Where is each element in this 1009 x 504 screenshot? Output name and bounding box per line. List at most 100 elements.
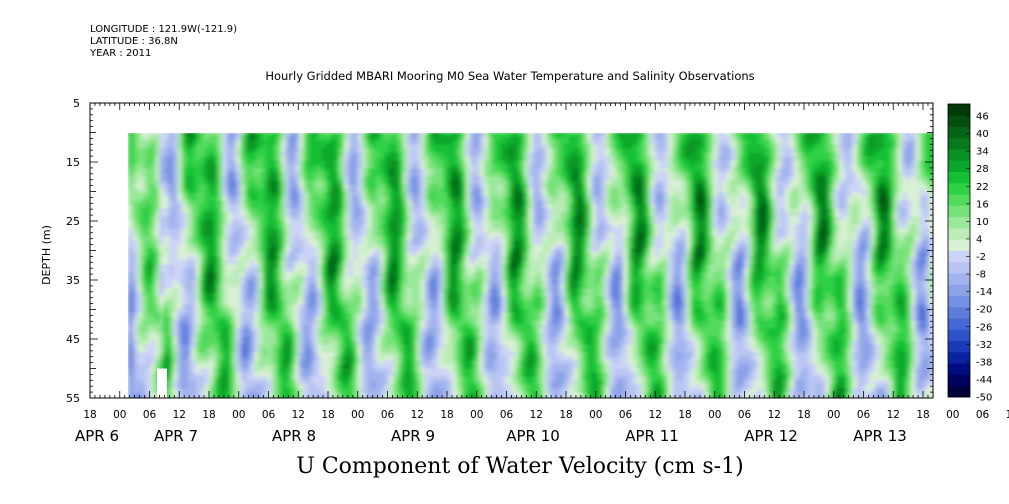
heatmap-cell <box>200 224 206 230</box>
heatmap-cell <box>812 192 818 198</box>
heatmap-cell <box>245 208 251 214</box>
heatmap-cell <box>888 148 894 154</box>
heatmap-cell <box>470 228 476 234</box>
heatmap-cell <box>767 184 773 190</box>
heatmap-cell <box>263 164 269 170</box>
heatmap-cell <box>794 220 800 226</box>
heatmap-cell <box>231 140 237 146</box>
heatmap-cell <box>456 136 462 142</box>
heatmap-cell <box>740 180 746 186</box>
heatmap-cell <box>402 136 408 142</box>
heatmap-cell <box>695 184 701 190</box>
heatmap-cell <box>303 144 309 150</box>
heatmap-cell <box>366 240 372 246</box>
heatmap-cell <box>785 156 791 162</box>
heatmap-cell <box>902 168 908 174</box>
heatmap-cell <box>807 148 813 154</box>
heatmap-cell <box>789 164 795 170</box>
heatmap-cell <box>632 164 638 170</box>
heatmap-cell <box>839 184 845 190</box>
heatmap-cell <box>695 232 701 238</box>
heatmap-cell <box>321 196 327 202</box>
heatmap-cell <box>344 196 350 202</box>
heatmap-cell <box>785 188 791 194</box>
heatmap-cell <box>542 228 548 234</box>
heatmap-cell <box>447 136 453 142</box>
heatmap-cell <box>753 220 759 226</box>
heatmap-cell <box>573 212 579 218</box>
heatmap-cell <box>416 144 422 150</box>
heatmap-cell <box>245 176 251 182</box>
heatmap-cell <box>420 160 426 166</box>
heatmap-cell <box>771 216 777 222</box>
heatmap-cell <box>393 228 399 234</box>
heatmap-cell <box>447 192 453 198</box>
heatmap-cell <box>650 224 656 230</box>
heatmap-cell <box>222 240 228 246</box>
heatmap-cell <box>564 144 570 150</box>
heatmap-cell <box>186 136 192 142</box>
heatmap-cell <box>218 136 224 142</box>
heatmap-cell <box>447 232 453 238</box>
heatmap-cell <box>816 204 822 210</box>
heatmap-cell <box>317 212 323 218</box>
heatmap-cell <box>812 184 818 190</box>
heatmap-cell <box>929 204 933 210</box>
heatmap-cell <box>465 232 471 238</box>
heatmap-cell <box>524 164 530 170</box>
heatmap-cell <box>227 164 233 170</box>
heatmap-cell <box>560 212 566 218</box>
heatmap-cell <box>515 144 521 150</box>
heatmap-cell <box>587 200 593 206</box>
heatmap-cell <box>902 136 908 142</box>
heatmap-cell <box>218 192 224 198</box>
heatmap-cell <box>641 144 647 150</box>
heatmap-cell <box>654 188 660 194</box>
heatmap-cell <box>443 200 449 206</box>
heatmap-cell <box>276 168 282 174</box>
heatmap-cell <box>690 164 696 170</box>
heatmap-cell <box>474 224 480 230</box>
heatmap-cell <box>474 196 480 202</box>
heatmap-cell <box>434 176 440 182</box>
heatmap-cell <box>200 164 206 170</box>
heatmap-cell <box>744 168 750 174</box>
heatmap-cell <box>479 188 485 194</box>
heatmap-cell <box>762 240 768 246</box>
heatmap-cell <box>308 176 314 182</box>
heatmap-cell <box>560 240 566 246</box>
heatmap-cell <box>762 156 768 162</box>
heatmap-cell <box>879 216 885 222</box>
heatmap-cell <box>875 176 881 182</box>
heatmap-cell <box>830 208 836 214</box>
heatmap-cell <box>470 140 476 146</box>
heatmap-cell <box>285 168 291 174</box>
heatmap-cell <box>474 144 480 150</box>
heatmap-cell <box>146 204 152 210</box>
heatmap-cell <box>240 236 246 242</box>
heatmap-cell <box>848 228 854 234</box>
heatmap-cell <box>825 232 831 238</box>
heatmap-cell <box>524 236 530 242</box>
heatmap-cell <box>506 232 512 238</box>
heatmap-cell <box>524 184 530 190</box>
heatmap-cell <box>573 176 579 182</box>
heatmap-cell <box>798 160 804 166</box>
heatmap-cell <box>569 133 575 138</box>
heatmap-cell <box>650 204 656 210</box>
heatmap-cell <box>155 200 161 206</box>
heatmap-cell <box>443 148 449 154</box>
heatmap-cell <box>735 152 741 158</box>
heatmap-cell <box>704 176 710 182</box>
heatmap-cell <box>690 140 696 146</box>
heatmap-cell <box>875 188 881 194</box>
heatmap-cell <box>848 160 854 166</box>
heatmap-cell <box>492 192 498 198</box>
heatmap-cell <box>924 192 930 198</box>
heatmap-cell <box>533 208 539 214</box>
heatmap-cell <box>686 196 692 202</box>
heatmap-cell <box>542 192 548 198</box>
heatmap-cell <box>582 180 588 186</box>
heatmap-cell <box>780 140 786 146</box>
heatmap-cell <box>659 140 665 146</box>
